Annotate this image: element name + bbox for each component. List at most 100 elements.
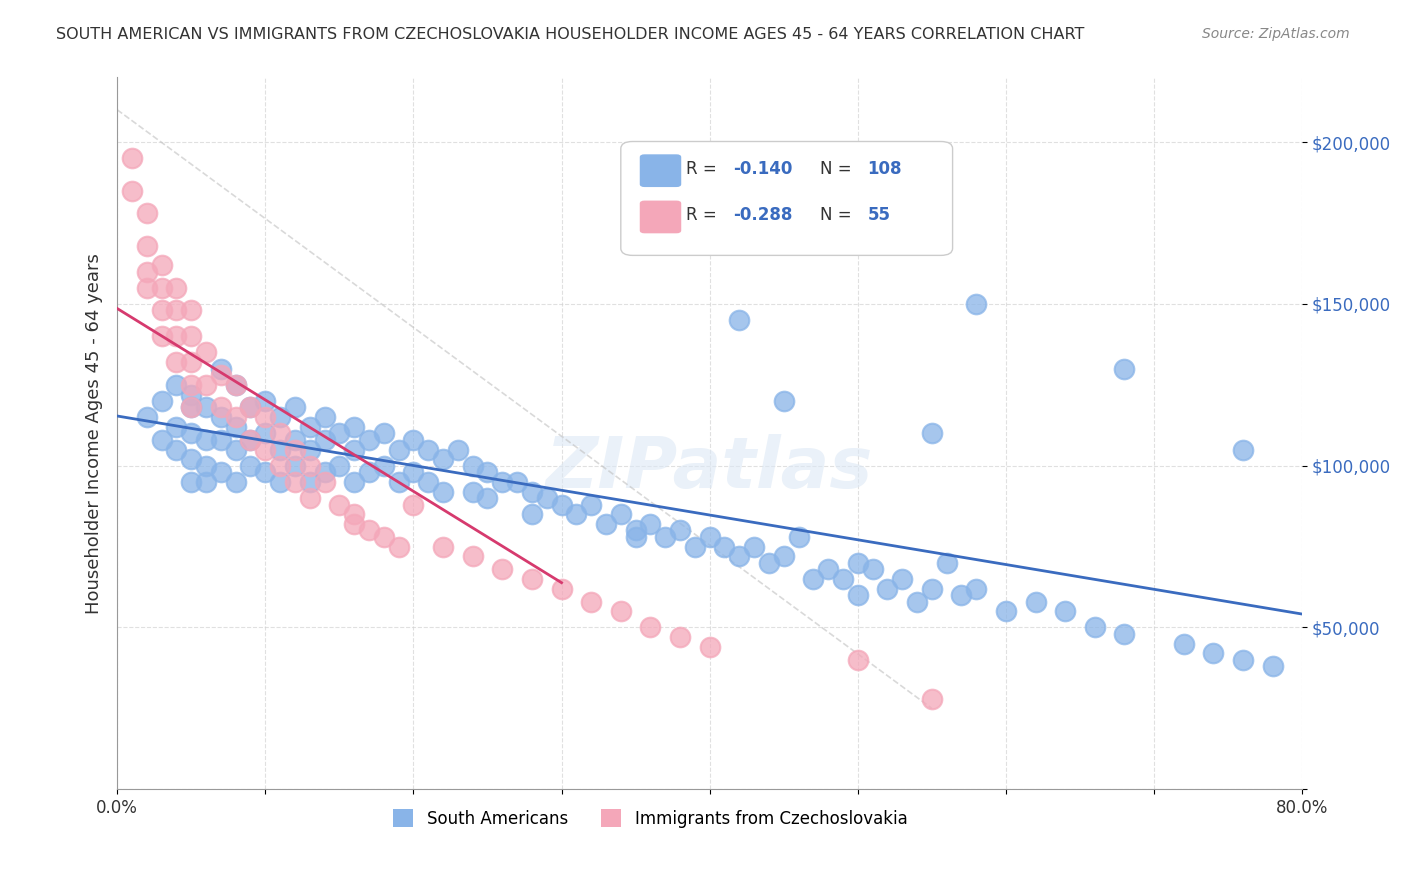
Point	[314, 465, 336, 479]
Point	[328, 498, 350, 512]
Point	[314, 475, 336, 489]
Point	[432, 540, 454, 554]
Point	[520, 572, 543, 586]
Point	[254, 426, 277, 441]
Point	[1232, 442, 1254, 457]
Point	[180, 426, 202, 441]
Point	[180, 303, 202, 318]
Point	[298, 475, 321, 489]
Point	[209, 433, 232, 447]
Point	[357, 524, 380, 538]
Text: -0.288: -0.288	[734, 206, 793, 224]
Text: 108: 108	[868, 160, 901, 178]
Point	[787, 530, 810, 544]
Point	[180, 387, 202, 401]
Point	[418, 442, 440, 457]
Text: N =: N =	[820, 160, 856, 178]
Point	[343, 420, 366, 434]
Point	[269, 442, 291, 457]
Point	[254, 410, 277, 425]
Point	[150, 303, 173, 318]
Point	[432, 484, 454, 499]
Point	[950, 588, 973, 602]
Point	[772, 394, 794, 409]
Point	[595, 516, 617, 531]
Point	[269, 426, 291, 441]
Text: -0.140: -0.140	[734, 160, 793, 178]
Point	[728, 313, 751, 327]
Point	[343, 442, 366, 457]
Point	[180, 377, 202, 392]
Point	[1202, 646, 1225, 660]
Point	[269, 410, 291, 425]
Point	[373, 426, 395, 441]
Point	[225, 420, 247, 434]
Point	[239, 401, 262, 415]
Point	[284, 401, 307, 415]
Point	[846, 556, 869, 570]
Point	[180, 329, 202, 343]
Point	[388, 475, 411, 489]
Point	[965, 582, 987, 596]
Point	[150, 281, 173, 295]
Text: N =: N =	[820, 206, 856, 224]
Point	[254, 442, 277, 457]
Point	[1114, 361, 1136, 376]
Point	[165, 329, 187, 343]
Y-axis label: Householder Income Ages 45 - 64 years: Householder Income Ages 45 - 64 years	[86, 253, 103, 614]
Point	[832, 572, 855, 586]
Point	[550, 582, 572, 596]
FancyBboxPatch shape	[621, 142, 953, 255]
Point	[579, 594, 602, 608]
Point	[610, 507, 633, 521]
Point	[418, 475, 440, 489]
Point	[180, 475, 202, 489]
Point	[180, 401, 202, 415]
Point	[150, 258, 173, 272]
Point	[520, 507, 543, 521]
Point	[180, 452, 202, 467]
Text: Source: ZipAtlas.com: Source: ZipAtlas.com	[1202, 27, 1350, 41]
Point	[965, 297, 987, 311]
Point	[284, 442, 307, 457]
Point	[180, 355, 202, 369]
Point	[314, 433, 336, 447]
Point	[846, 653, 869, 667]
Point	[298, 420, 321, 434]
Point	[180, 401, 202, 415]
Point	[165, 281, 187, 295]
Point	[298, 458, 321, 473]
Point	[254, 394, 277, 409]
Point	[373, 530, 395, 544]
Point	[801, 572, 824, 586]
Point	[935, 556, 957, 570]
Point	[713, 540, 735, 554]
Point	[314, 410, 336, 425]
Point	[921, 426, 943, 441]
Point	[239, 458, 262, 473]
Point	[269, 458, 291, 473]
Point	[461, 549, 484, 564]
Point	[165, 442, 187, 457]
Point	[728, 549, 751, 564]
Point	[921, 691, 943, 706]
Point	[195, 345, 218, 359]
Point	[758, 556, 780, 570]
Point	[343, 507, 366, 521]
Point	[343, 475, 366, 489]
Point	[536, 491, 558, 505]
Point	[891, 572, 914, 586]
Point	[565, 507, 588, 521]
Point	[624, 524, 647, 538]
FancyBboxPatch shape	[640, 154, 682, 187]
Text: SOUTH AMERICAN VS IMMIGRANTS FROM CZECHOSLOVAKIA HOUSEHOLDER INCOME AGES 45 - 64: SOUTH AMERICAN VS IMMIGRANTS FROM CZECHO…	[56, 27, 1084, 42]
Point	[135, 206, 157, 220]
Point	[579, 498, 602, 512]
Point	[699, 530, 721, 544]
Point	[209, 401, 232, 415]
Point	[284, 458, 307, 473]
Point	[298, 491, 321, 505]
Point	[388, 442, 411, 457]
Point	[550, 498, 572, 512]
Point	[461, 484, 484, 499]
